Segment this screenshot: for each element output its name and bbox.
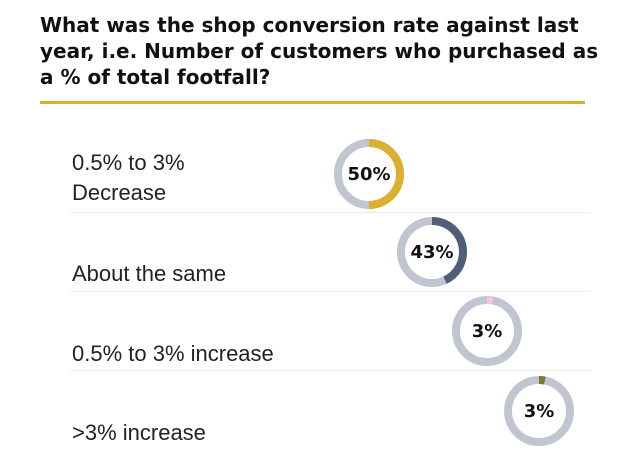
category-label: About the same <box>72 261 227 286</box>
chart-title: What was the shop conversion rate agains… <box>40 13 599 89</box>
category-label: >3% increase <box>72 420 206 445</box>
category-label: 0.5% to 3% Decrease <box>72 150 185 205</box>
data-label: 43% <box>410 242 453 263</box>
row-divider <box>70 212 590 292</box>
data-label: 50% <box>347 164 390 185</box>
category-label: 0.5% to 3% increase <box>72 341 274 366</box>
donut-value-arc <box>452 296 522 366</box>
donut-value-arc <box>397 217 467 287</box>
data-label: 3% <box>524 401 555 422</box>
row-divider <box>70 130 590 213</box>
title-underline <box>40 101 585 104</box>
donut-value-arc <box>504 376 574 446</box>
row-divider <box>70 291 590 371</box>
data-label: 3% <box>472 321 503 342</box>
donut-value-arc <box>334 139 404 209</box>
